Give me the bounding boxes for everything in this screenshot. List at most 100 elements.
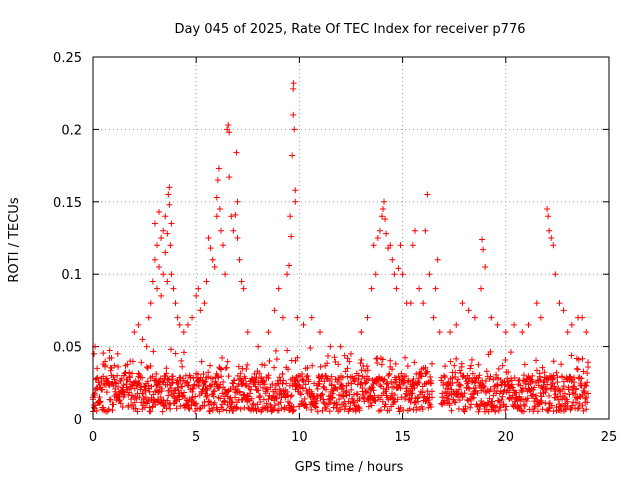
data-point	[237, 370, 244, 377]
data-point	[151, 220, 158, 227]
data-point	[153, 242, 160, 249]
data-point	[561, 390, 568, 397]
data-point	[266, 358, 273, 365]
data-point	[233, 405, 240, 412]
data-point	[497, 388, 504, 395]
data-point	[272, 347, 279, 354]
data-point	[404, 363, 411, 370]
data-point	[110, 401, 117, 408]
data-point	[580, 368, 587, 375]
data-point	[367, 399, 374, 406]
data-point	[251, 370, 258, 377]
data-point	[150, 391, 157, 398]
data-point	[327, 399, 334, 406]
data-point	[350, 399, 357, 406]
data-point	[370, 387, 377, 394]
data-point	[429, 388, 436, 395]
data-point	[205, 235, 212, 241]
data-point	[429, 360, 436, 367]
data-point	[326, 395, 333, 402]
data-point	[331, 385, 338, 392]
data-point	[500, 402, 507, 409]
data-point	[265, 372, 272, 379]
data-point	[487, 373, 494, 380]
data-point	[233, 149, 240, 156]
data-point	[555, 396, 562, 403]
data-point	[138, 359, 145, 366]
data-point	[117, 377, 124, 384]
data-point	[378, 213, 385, 220]
data-point	[395, 373, 402, 380]
data-point	[361, 398, 368, 405]
data-point	[356, 405, 363, 412]
data-point	[95, 379, 102, 386]
data-point	[192, 393, 199, 400]
data-point	[262, 390, 269, 397]
data-point	[216, 408, 223, 415]
data-point	[514, 398, 521, 405]
data-point	[458, 363, 465, 370]
data-point	[466, 374, 473, 381]
data-point	[120, 372, 127, 379]
data-point	[237, 406, 244, 413]
data-point	[475, 361, 482, 368]
data-point	[109, 407, 116, 414]
data-point	[447, 358, 454, 365]
data-point	[244, 361, 251, 368]
data-point	[411, 227, 418, 234]
data-point	[449, 380, 456, 387]
data-point	[452, 399, 459, 406]
data-point	[213, 194, 220, 201]
data-point	[259, 384, 266, 391]
data-point	[426, 391, 433, 398]
data-point	[301, 395, 308, 402]
data-point	[566, 391, 573, 398]
data-point	[163, 370, 170, 377]
data-point	[179, 393, 186, 400]
data-point	[456, 367, 463, 374]
data-point	[255, 343, 262, 350]
data-point	[211, 387, 218, 394]
data-point	[218, 366, 225, 373]
data-point	[155, 388, 162, 395]
data-point	[174, 314, 181, 321]
data-point	[394, 396, 401, 403]
data-point	[143, 364, 150, 371]
data-point	[434, 256, 441, 263]
data-point	[320, 398, 327, 405]
data-point	[565, 386, 572, 393]
data-point	[172, 350, 179, 357]
data-point	[120, 388, 127, 395]
data-point	[265, 329, 272, 336]
data-point	[196, 405, 203, 412]
data-point	[172, 300, 179, 307]
grid	[93, 57, 609, 419]
data-point	[456, 381, 463, 388]
data-point	[245, 404, 252, 411]
data-point	[275, 285, 282, 292]
data-point	[556, 387, 563, 394]
data-point	[189, 394, 196, 401]
data-point	[294, 354, 301, 361]
data-point	[158, 235, 165, 241]
data-point	[364, 389, 371, 396]
data-point	[157, 394, 164, 401]
data-point	[116, 397, 123, 404]
data-point	[181, 349, 188, 356]
data-point	[146, 388, 153, 395]
data-point	[289, 152, 296, 159]
data-point	[579, 402, 586, 409]
y-tick-label: 0	[74, 413, 82, 428]
data-point	[147, 363, 154, 370]
data-point	[546, 405, 553, 412]
data-point	[391, 392, 398, 399]
y-tick-label: 0.1	[61, 268, 82, 283]
data-point	[326, 377, 333, 384]
data-point	[533, 367, 540, 374]
data-point	[411, 399, 418, 406]
data-point	[192, 401, 199, 408]
data-point	[474, 402, 481, 409]
data-point	[468, 362, 475, 369]
data-point	[167, 405, 174, 412]
data-point	[256, 370, 263, 377]
